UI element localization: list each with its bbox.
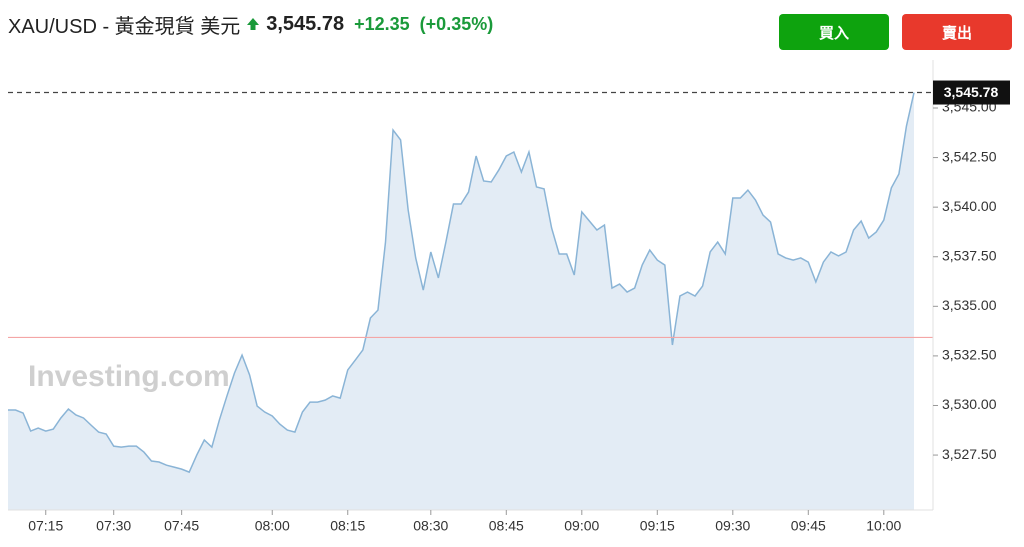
x-tick-label: 09:00 — [564, 518, 599, 534]
x-tick-label: 09:30 — [715, 518, 750, 534]
y-tick-label: 3,537.50 — [942, 247, 997, 263]
x-tick-label: 10:00 — [866, 518, 901, 534]
y-tick-label: 3,540.00 — [942, 198, 997, 214]
header: XAU/USD - 黃金現貨 美元 3,545.78 +12.35 (+0.35… — [8, 10, 493, 38]
y-tick-label: 3,527.50 — [942, 446, 997, 462]
area-fill — [8, 92, 914, 510]
x-tick-label: 07:15 — [28, 518, 63, 534]
x-tick-label: 08:00 — [255, 518, 290, 534]
x-tick-label: 08:15 — [330, 518, 365, 534]
watermark: Investing.com — [28, 360, 230, 393]
price-line — [8, 92, 915, 474]
y-tick-label: 3,530.00 — [942, 396, 997, 412]
price-change-pct: (+0.35%) — [419, 13, 494, 34]
x-tick-label: 09:45 — [791, 518, 826, 534]
symbol-title: XAU/USD - 黃金現貨 美元 — [8, 15, 241, 38]
sell-button[interactable]: 賣出 — [902, 14, 1012, 50]
y-tick-label: 3,532.50 — [942, 347, 997, 363]
buy-button[interactable]: 買入 — [779, 14, 889, 50]
x-tick-label: 08:30 — [413, 518, 448, 534]
y-tick-label: 3,535.00 — [942, 297, 997, 313]
last-price: 3,545.78 — [266, 12, 345, 35]
x-tick-label: 07:30 — [96, 518, 131, 534]
y-tick-label: 3,542.50 — [942, 148, 997, 164]
last-price-label: 3,545.78 — [944, 84, 999, 100]
x-tick-label: 07:45 — [164, 518, 199, 534]
price-change: +12.35 — [354, 13, 410, 34]
last-price-badge — [933, 80, 1010, 105]
x-tick-label: 09:15 — [640, 518, 675, 534]
up-arrow — [247, 18, 260, 30]
x-tick-label: 08:45 — [489, 518, 524, 534]
